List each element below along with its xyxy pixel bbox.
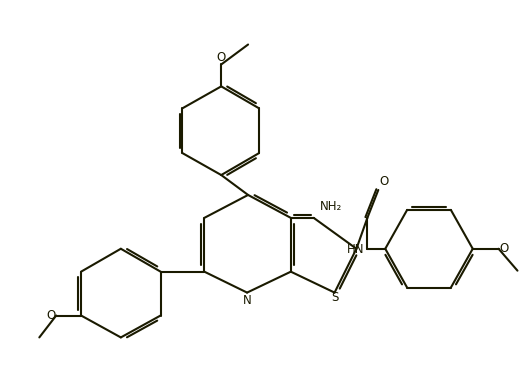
Text: S: S: [331, 291, 338, 304]
Text: NH₂: NH₂: [320, 200, 342, 213]
Text: O: O: [379, 175, 388, 188]
Text: O: O: [217, 51, 226, 64]
Text: O: O: [499, 242, 508, 255]
Text: O: O: [46, 309, 56, 322]
Text: N: N: [243, 294, 252, 307]
Text: HN: HN: [347, 243, 365, 256]
